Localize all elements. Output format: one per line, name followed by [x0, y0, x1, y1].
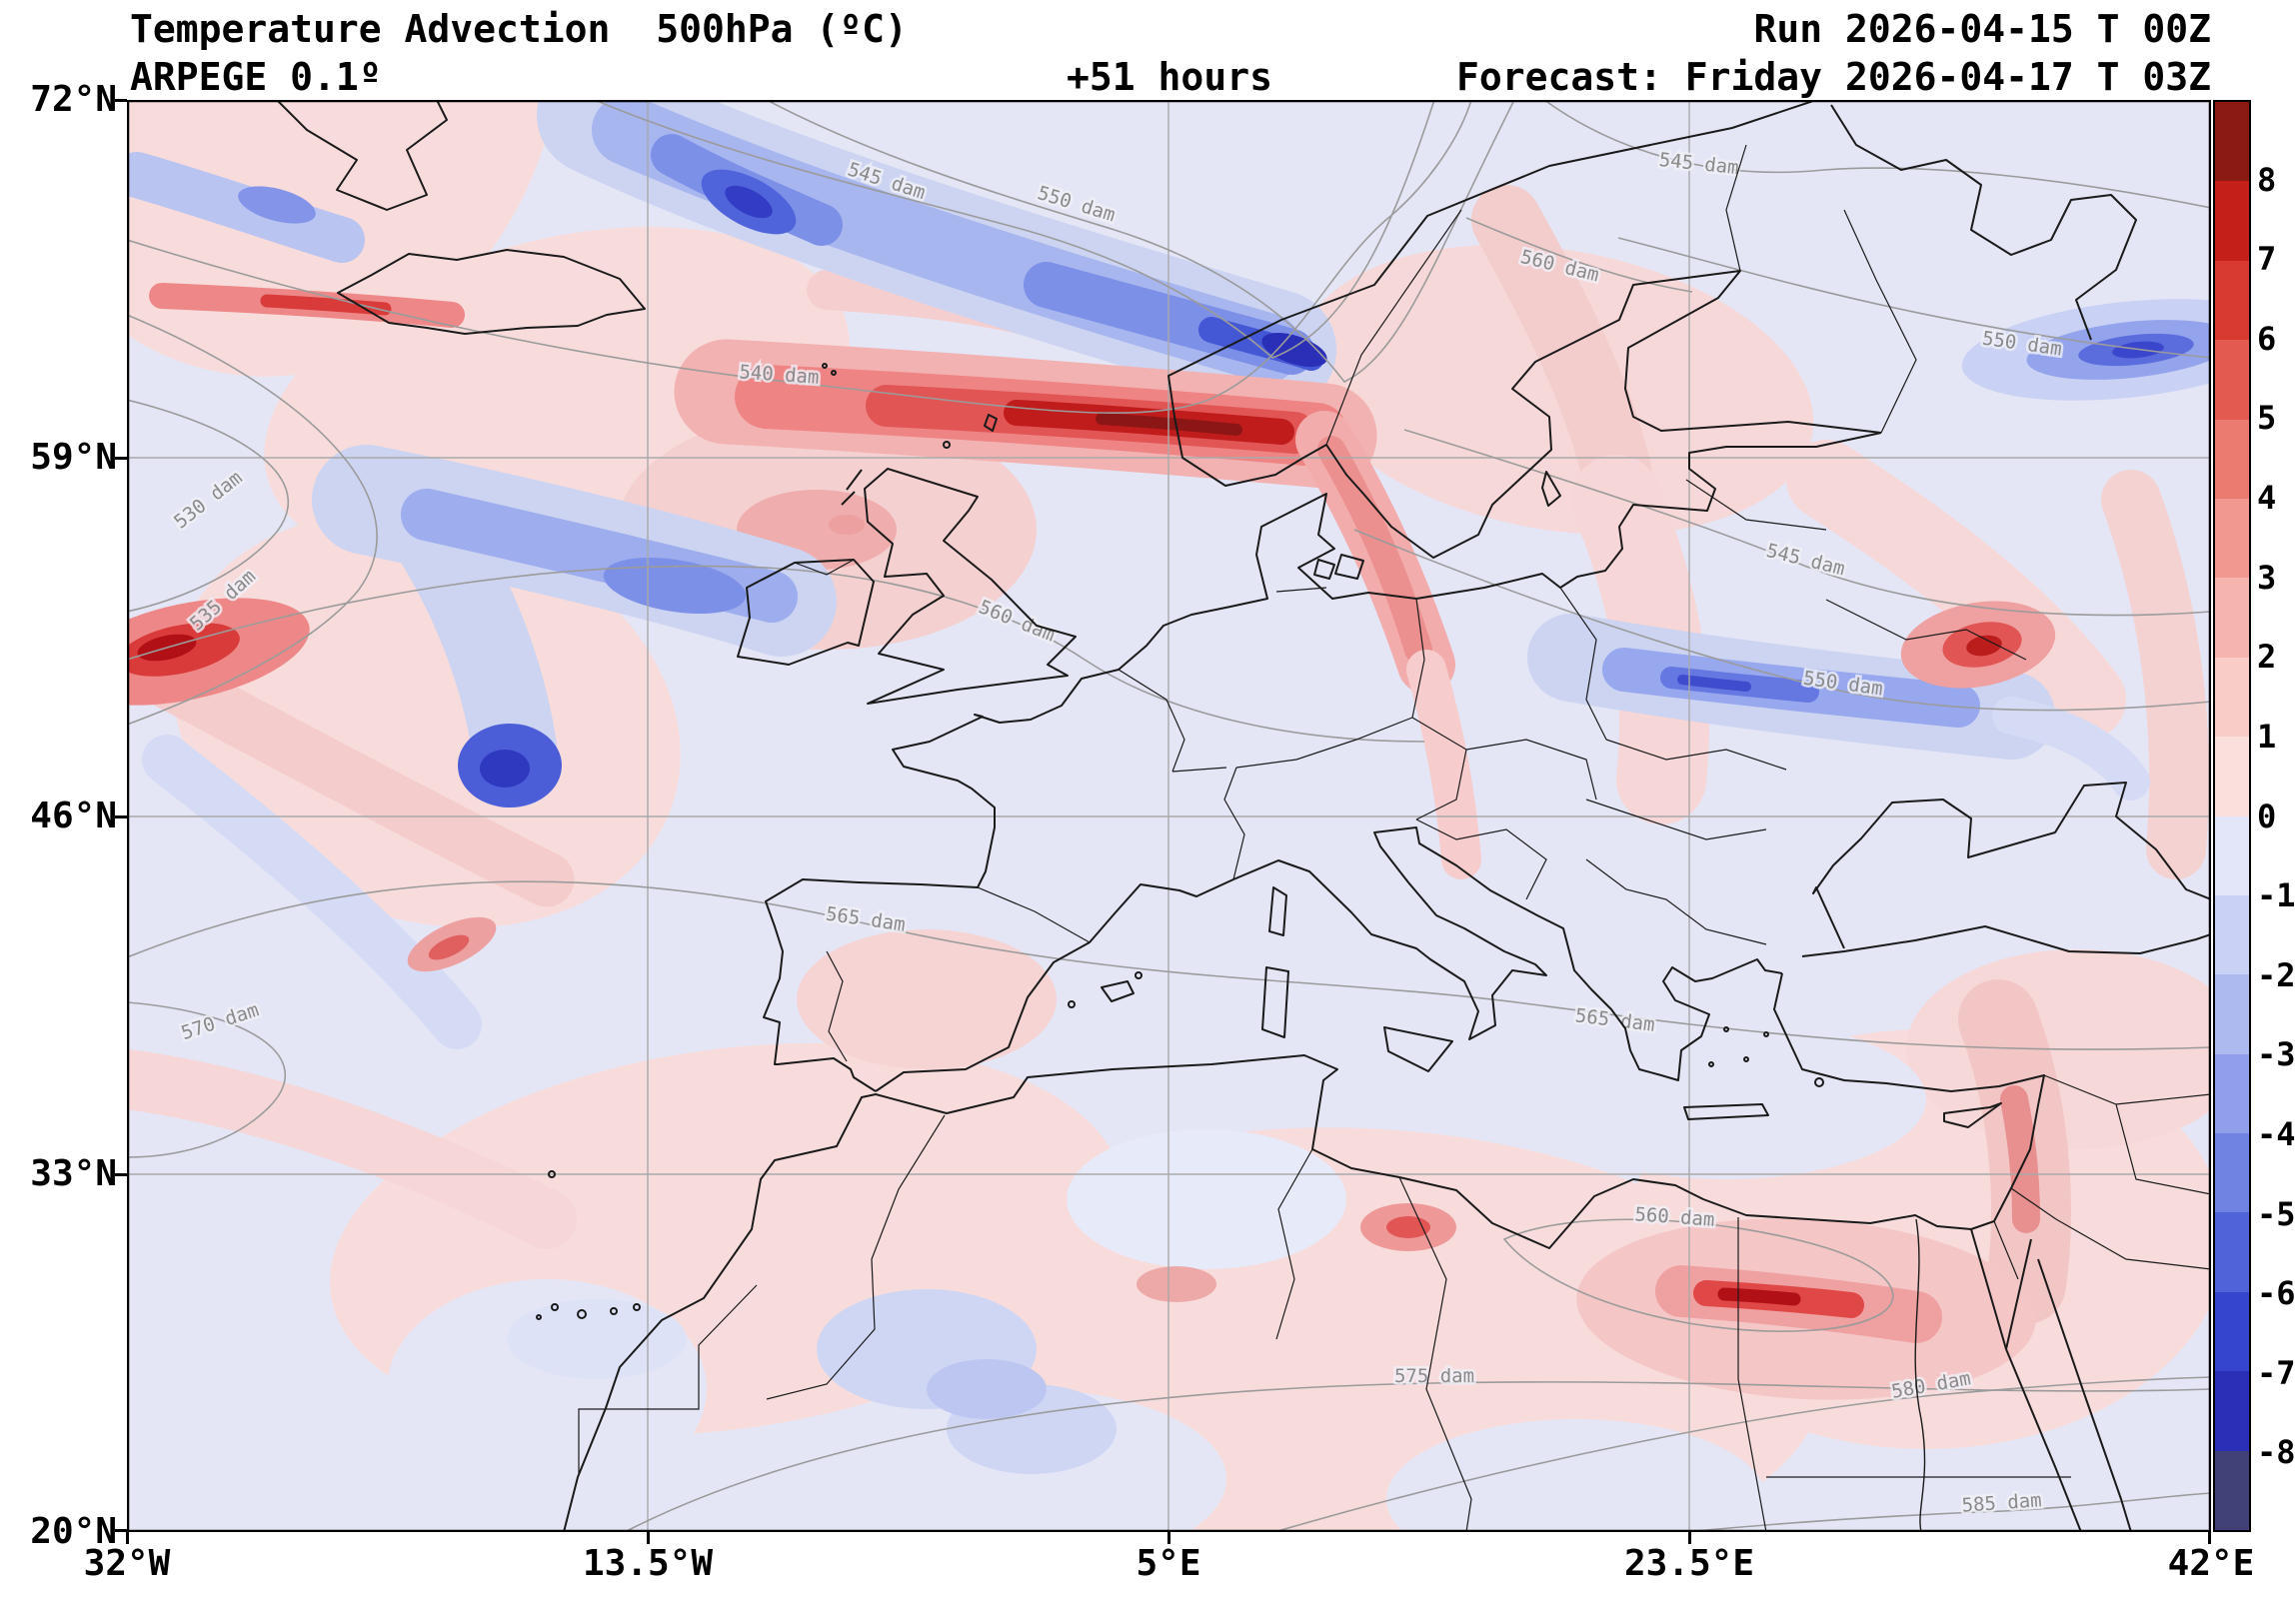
model-label: ARPEGE 0.1º: [130, 55, 382, 99]
colorbar-tick: -7: [2257, 1354, 2296, 1392]
colorbar-tick: 1: [2257, 718, 2277, 756]
colorbar-segment: [2215, 894, 2249, 975]
colorbar: [2213, 100, 2251, 1532]
height-contour-lines: [127, 100, 2211, 1532]
colorbar-tick: 0: [2257, 798, 2277, 835]
colorbar-segment: [2215, 498, 2249, 579]
colorbar-tick: -8: [2257, 1433, 2296, 1471]
lat-tick: [115, 99, 127, 102]
warm-advection-core-layer: [127, 283, 2056, 1400]
lead-time-label: +51 hours: [1067, 55, 1272, 99]
colorbar-tick: -4: [2257, 1115, 2296, 1153]
lat-label: 72°N: [30, 79, 117, 120]
lon-label: 23.5°E: [1623, 1543, 1755, 1584]
lat-label: 46°N: [30, 796, 117, 836]
map-frame: [127, 100, 2211, 1532]
colorbar-segment: [2215, 1291, 2249, 1372]
lon-label: 13.5°W: [582, 1543, 714, 1584]
colorbar-segment: [2215, 815, 2249, 895]
contour-label: 575 dam: [1394, 1365, 1474, 1387]
cold-advection-fill-layer: [127, 100, 2211, 1474]
colorbar-tick: -6: [2257, 1274, 2296, 1312]
lat-tick: [115, 815, 127, 818]
forecast-label: Forecast: Friday 2026-04-17 T 03Z: [1456, 55, 2211, 99]
colorbar-tick: 2: [2257, 638, 2277, 676]
colorbar-tick: 4: [2257, 479, 2277, 517]
lat-label: 20°N: [30, 1511, 117, 1552]
colorbar-segment: [2215, 1212, 2249, 1292]
colorbar-tick: 7: [2257, 240, 2277, 278]
colorbar-segment: [2215, 657, 2249, 738]
colorbar-tick: 6: [2257, 320, 2277, 358]
page-title: Temperature Advection 500hPa (ºC): [130, 7, 908, 51]
country-borders: [578, 144, 2211, 1532]
lon-tick: [2208, 1532, 2211, 1544]
colorbar-segment: [2215, 1133, 2249, 1213]
colorbar-segment: [2215, 974, 2249, 1054]
colorbar-tick: -2: [2257, 956, 2296, 994]
colorbar-segment: [2215, 419, 2249, 499]
colorbar-segment: [2215, 260, 2249, 341]
colorbar-tick: 5: [2257, 399, 2277, 437]
colorbar-segment: [2215, 1053, 2249, 1134]
colorbar-segment: [2215, 340, 2249, 420]
colorbar-segment: [2215, 578, 2249, 658]
graticule-gridlines: [127, 100, 2211, 1532]
colorbar-tick: 8: [2257, 161, 2277, 199]
lat-tick: [115, 457, 127, 460]
lat-tick: [115, 1529, 127, 1532]
colorbar-segment: [2215, 1450, 2249, 1531]
lon-tick: [126, 1532, 129, 1544]
colorbar-tick: -3: [2257, 1035, 2296, 1073]
lat-tick: [115, 1173, 127, 1176]
lon-label: 32°W: [83, 1543, 171, 1584]
lon-tick: [647, 1532, 650, 1544]
run-label: Run 2026-04-15 T 00Z: [1753, 7, 2211, 51]
lat-label: 59°N: [30, 437, 117, 478]
lon-label: 5°E: [1136, 1543, 1201, 1584]
colorbar-tick: 3: [2257, 559, 2277, 597]
lon-tick: [1167, 1532, 1170, 1544]
coastlines: [276, 100, 2211, 1532]
colorbar-segment: [2215, 181, 2249, 261]
map-canvas: 530 dam 535 dam 540 dam 545 dam 550 dam …: [127, 100, 2211, 1532]
colorbar-segment: [2215, 1371, 2249, 1451]
map-plot-area: 530 dam 535 dam 540 dam 545 dam 550 dam …: [127, 100, 2211, 1532]
lat-label: 33°N: [30, 1153, 117, 1194]
lon-label: 42°E: [2167, 1543, 2255, 1584]
colorbar-segment: [2215, 737, 2249, 816]
lon-tick: [1688, 1532, 1691, 1544]
colorbar-segment: [2215, 102, 2249, 182]
colorbar-tick: -5: [2257, 1195, 2296, 1233]
colorbar-tick: -1: [2257, 876, 2296, 914]
